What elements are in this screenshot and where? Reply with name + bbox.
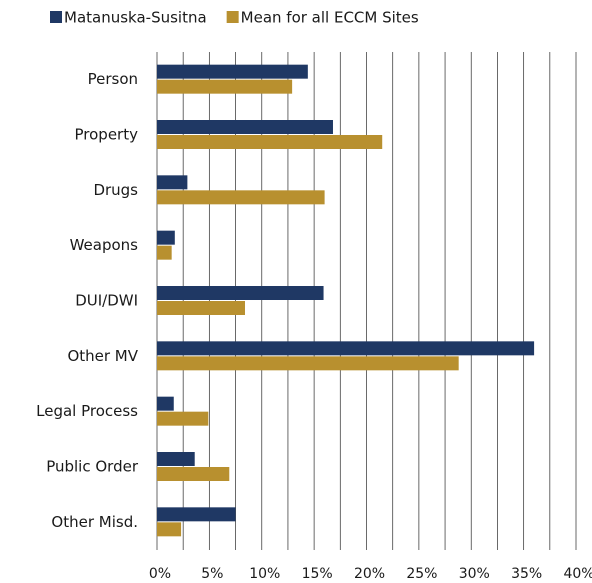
bar — [157, 79, 293, 94]
x-tick-label: 0% — [149, 566, 171, 582]
bar — [157, 190, 325, 205]
bar — [157, 175, 188, 190]
bar — [157, 452, 195, 466]
bar — [157, 467, 230, 481]
bar — [157, 411, 209, 426]
x-tick-label: 10% — [249, 566, 280, 582]
bar — [157, 245, 172, 260]
y-tick-label: Property — [75, 126, 139, 144]
y-tick-label: Other MV — [67, 347, 138, 365]
x-tick-label: 20% — [354, 566, 385, 582]
x-tick-label: 15% — [302, 566, 333, 582]
x-tick-label: 40% — [563, 566, 592, 582]
bar — [157, 396, 174, 411]
y-tick-label: Drugs — [93, 181, 138, 199]
y-tick-label: Person — [88, 70, 138, 88]
x-tick-label: 30% — [459, 566, 490, 582]
x-tick-label: 25% — [406, 566, 437, 582]
y-tick-label: Public Order — [46, 458, 139, 476]
bar — [157, 286, 324, 300]
x-tick-label: 5% — [201, 566, 223, 582]
bar — [157, 522, 182, 537]
bar — [157, 341, 535, 356]
y-tick-label: Other Misd. — [51, 513, 138, 531]
legend-label: Matanuska-Susitna — [64, 9, 207, 27]
bar — [157, 301, 245, 315]
y-tick-label: DUI/DWI — [75, 292, 138, 310]
legend-label: Mean for all ECCM Sites — [241, 9, 419, 27]
bar — [157, 356, 459, 371]
bar — [157, 120, 333, 134]
bar — [157, 230, 175, 245]
bar — [157, 135, 383, 149]
x-tick-label: 35% — [511, 566, 542, 582]
bar — [157, 64, 308, 79]
legend-swatch — [226, 11, 239, 23]
bar — [157, 507, 236, 522]
y-tick-label: Weapons — [70, 236, 139, 254]
y-tick-label: Legal Process — [36, 402, 138, 420]
legend-swatch — [50, 11, 62, 23]
